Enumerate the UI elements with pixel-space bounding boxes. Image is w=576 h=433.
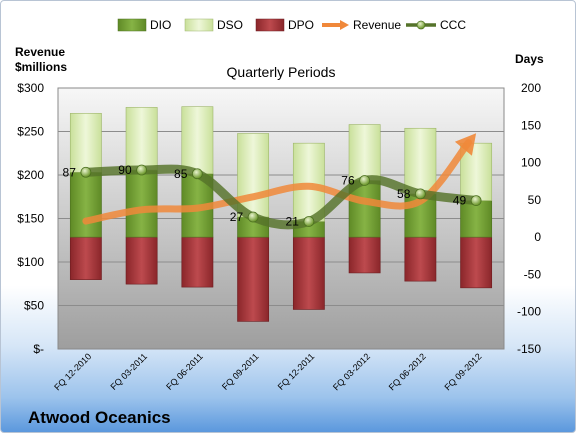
- ccc-point: [247, 211, 259, 223]
- ccc-point: [136, 164, 148, 176]
- ccc-point: [359, 175, 371, 186]
- x-tick-label: FQ 12-2010: [52, 351, 93, 392]
- dpo-bar: [292, 236, 325, 310]
- dso-bar: [181, 106, 214, 175]
- left-axis-title-line2: $millions: [15, 60, 67, 74]
- x-tick-label: FQ 03-2012: [331, 351, 372, 392]
- left-tick-label: $50: [24, 299, 44, 313]
- right-tick-label: 200: [521, 81, 541, 95]
- right-tick-label: 50: [528, 193, 542, 207]
- ccc-point: [470, 195, 482, 207]
- ccc-point: [80, 166, 92, 178]
- ccc-point: [414, 188, 426, 200]
- x-axis: FQ 12-2010 FQ 03-2011 FQ 06-2011 FQ 09-2011…: [52, 351, 483, 392]
- dio-bar: [460, 200, 493, 238]
- legend-ccc-dot: [416, 20, 426, 30]
- dio-bar: [125, 169, 158, 238]
- ccc-data-label: 85: [174, 167, 188, 181]
- ccc-point: [191, 168, 203, 180]
- legend: DIO DSO DPO Revenue CCC: [117, 18, 466, 32]
- ccc-series: 87 90 85 27 21 76 58 49: [63, 163, 482, 230]
- right-axis-title: Days: [515, 52, 544, 66]
- ccc-line: [81, 164, 481, 230]
- dpo-bar: [181, 236, 214, 288]
- left-tick-label: $200: [17, 168, 44, 182]
- bars: [69, 106, 493, 322]
- ccc-data-label: 76: [341, 173, 355, 187]
- legend-ccc-label: CCC: [440, 18, 466, 32]
- x-tick-label: FQ 06-2012: [387, 351, 428, 392]
- right-tick-label: 100: [521, 156, 541, 170]
- dso-bar: [125, 107, 158, 171]
- chart-title: Quarterly Periods: [227, 64, 336, 80]
- dso-bar: [460, 142, 493, 201]
- dso-bar: [348, 124, 381, 181]
- legend-dso-label: DSO: [217, 18, 243, 32]
- left-axis: $- $50 $100 $150 $200 $250 $300: [17, 81, 44, 356]
- x-tick-label: FQ 09-2011: [220, 351, 261, 392]
- legend-dso-swatch: [184, 18, 214, 32]
- right-tick-label: 0: [534, 230, 541, 244]
- dpo-bar: [348, 236, 381, 274]
- x-tick-label: FQ 03-2011: [108, 351, 149, 392]
- left-tick-label: $-: [33, 342, 44, 356]
- revenue-arrow-head: [454, 133, 477, 156]
- legend-revenue-arrow-icon: [340, 20, 349, 30]
- dpo-bar: [125, 236, 158, 285]
- dpo-bar: [69, 236, 102, 280]
- ccc-data-label: 87: [63, 165, 77, 179]
- right-tick-label: -100: [517, 305, 541, 319]
- legend-dpo-swatch: [255, 18, 285, 32]
- ccc-data-label: 27: [230, 210, 244, 224]
- ccc-data-label: 49: [453, 194, 467, 208]
- dso-bar: [292, 142, 325, 222]
- dso-bar: [237, 133, 270, 218]
- right-tick-label: -150: [517, 342, 541, 356]
- dso-bar: [69, 113, 102, 173]
- ccc-data-label: 58: [397, 187, 411, 201]
- legend-revenue-label: Revenue: [353, 18, 401, 32]
- dpo-bar: [237, 236, 270, 322]
- right-tick-label: -50: [524, 267, 542, 281]
- right-axis: -150 -100 -50 0 50 100 150 200: [517, 81, 541, 356]
- dso-bar: [404, 127, 437, 195]
- left-tick-label: $300: [17, 81, 44, 95]
- revenue-series: [82, 133, 477, 225]
- ccc-data-label: 21: [286, 214, 300, 228]
- x-tick-label: FQ 09-2012: [443, 351, 484, 392]
- legend-dio-label: DIO: [150, 18, 171, 32]
- company-name: Atwood Oceanics: [28, 408, 171, 427]
- left-tick-label: $100: [17, 255, 44, 269]
- left-axis-title-line1: Revenue: [15, 45, 65, 59]
- left-tick-label: $150: [17, 212, 44, 226]
- x-tick-label: FQ 06-2011: [164, 351, 205, 392]
- x-tick-label: FQ 12-2011: [276, 351, 317, 392]
- dpo-bar: [404, 236, 437, 282]
- dio-bar: [69, 171, 102, 238]
- right-tick-label: 150: [521, 118, 541, 132]
- legend-dio-swatch: [117, 18, 147, 32]
- legend-dpo-label: DPO: [288, 18, 314, 32]
- left-tick-label: $250: [17, 125, 44, 139]
- ccc-data-label: 90: [118, 163, 132, 177]
- dpo-bar: [460, 236, 493, 289]
- ccc-point: [303, 216, 315, 227]
- revenue-line: [82, 139, 472, 225]
